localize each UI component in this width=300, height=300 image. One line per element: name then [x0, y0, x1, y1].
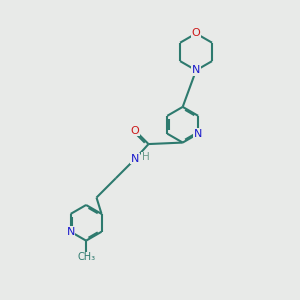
- Text: N: N: [194, 129, 202, 139]
- Text: N: N: [131, 154, 139, 164]
- Text: O: O: [131, 126, 140, 136]
- Text: H: H: [142, 152, 149, 162]
- Text: N: N: [192, 65, 200, 75]
- Text: CH₃: CH₃: [77, 252, 95, 262]
- Text: O: O: [192, 28, 200, 38]
- Text: N: N: [67, 227, 75, 237]
